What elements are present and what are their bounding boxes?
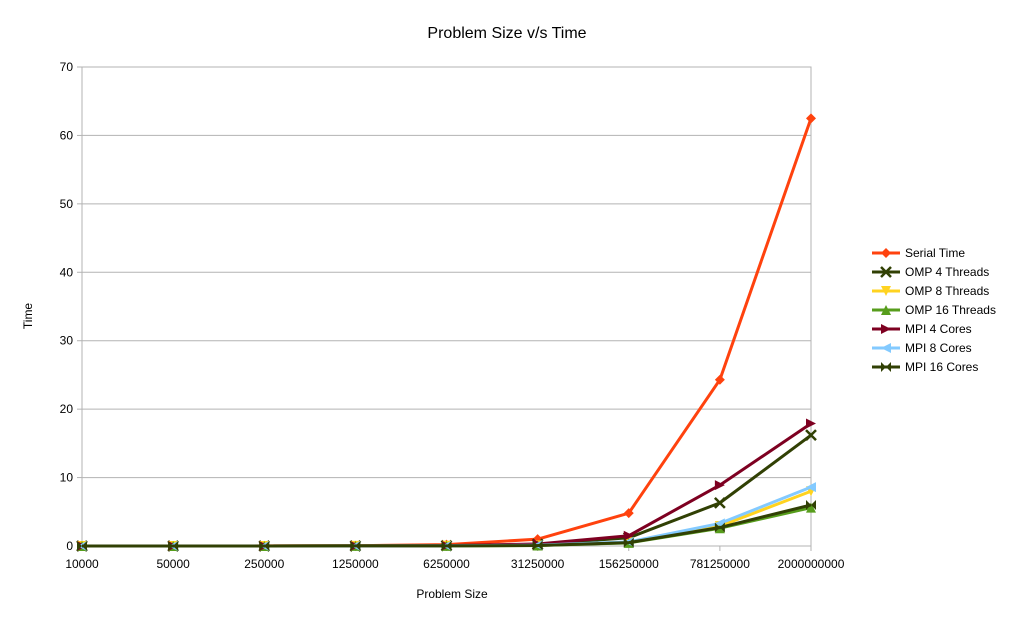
legend-label: OMP 8 Threads xyxy=(905,284,989,298)
serial-time-point xyxy=(623,508,634,519)
x-axis-ticks: 10000 50000 250000 1250000 6250000 31250000 15… xyxy=(65,546,845,571)
mpi-4-cores-point xyxy=(623,530,634,541)
y-tick-label: 50 xyxy=(60,197,74,211)
legend-marker xyxy=(881,305,891,315)
mpi-16-cores-point xyxy=(714,522,725,533)
mpi-16-cores-point xyxy=(623,537,634,548)
mpi-16-cores-point xyxy=(168,541,179,551)
legend-item-mpi-4-cores: MPI 4 Cores xyxy=(872,322,972,336)
y-tick-label: 30 xyxy=(60,334,74,348)
legend-marker xyxy=(881,286,891,296)
legend-label: MPI 4 Cores xyxy=(905,322,972,336)
y-axis-ticks: 0 10 20 30 40 50 60 70 xyxy=(60,60,82,553)
legend-marker xyxy=(881,343,891,353)
y-tick-label: 40 xyxy=(60,265,74,279)
x-tick-label: 50000 xyxy=(156,557,190,571)
y-tick-label: 20 xyxy=(60,402,74,416)
mpi-16-cores-point xyxy=(806,499,816,510)
omp-16-threads-point xyxy=(806,502,816,513)
x-axis-label: Problem Size xyxy=(416,587,488,601)
legend-marker xyxy=(881,248,891,258)
y-axis-label: Time xyxy=(21,303,35,330)
x-tick-label: 156250000 xyxy=(599,557,659,571)
legend-marker xyxy=(880,266,892,278)
legend-item-mpi-8-cores: MPI 8 Cores xyxy=(872,341,972,355)
legend-label: Serial Time xyxy=(905,246,965,260)
mpi-16-cores-point xyxy=(350,540,361,551)
legend-item-mpi-16-cores: MPI 16 Cores xyxy=(872,360,978,374)
legend-item-serial-time: Serial Time xyxy=(872,246,965,260)
y-tick-label: 0 xyxy=(66,539,73,553)
legend-marker xyxy=(881,362,891,372)
y-tick-label: 60 xyxy=(60,128,74,142)
legend-label: MPI 8 Cores xyxy=(905,341,972,355)
serial-time-point xyxy=(714,374,725,385)
legend-label: OMP 4 Threads xyxy=(905,265,989,279)
legend-label: MPI 16 Cores xyxy=(905,360,978,374)
legend-item-omp-16-threads: OMP 16 Threads xyxy=(872,303,996,317)
x-tick-label: 6250000 xyxy=(423,557,470,571)
omp-4-threads-point xyxy=(713,497,726,509)
y-tick-label: 10 xyxy=(60,471,74,485)
x-tick-label: 781250000 xyxy=(690,557,750,571)
mpi-16-cores-point xyxy=(259,541,270,551)
x-tick-label: 31250000 xyxy=(511,557,565,571)
mpi-16-cores-point xyxy=(77,541,87,551)
x-tick-label: 1250000 xyxy=(332,557,379,571)
x-tick-label: 250000 xyxy=(244,557,284,571)
series-layer xyxy=(76,113,817,552)
y-tick-label: 70 xyxy=(60,60,74,74)
legend-item-omp-4-threads: OMP 4 Threads xyxy=(872,265,989,279)
mpi-4-cores-point xyxy=(714,480,725,491)
mpi-16-cores-point xyxy=(441,540,452,551)
legend-label: OMP 16 Threads xyxy=(905,303,996,317)
chart-title: Problem Size v/s Time xyxy=(427,25,586,42)
mpi-8-cores-point xyxy=(806,482,816,493)
legend-item-omp-8-threads: OMP 8 Threads xyxy=(872,284,989,298)
x-tick-label: 10000 xyxy=(65,557,99,571)
omp-4-threads-point xyxy=(805,429,817,442)
x-tick-label: 2000000000 xyxy=(778,557,845,571)
mpi-16-cores-point xyxy=(532,540,543,551)
legend: Serial Time OMP 4 Threads OMP 8 Threads OMP… xyxy=(872,246,996,374)
series-mpi-16-cores xyxy=(77,499,816,551)
gridlines xyxy=(82,66,811,547)
legend-marker xyxy=(881,324,891,334)
mpi-4-cores-point xyxy=(806,418,816,429)
serial-time-point xyxy=(806,113,816,124)
